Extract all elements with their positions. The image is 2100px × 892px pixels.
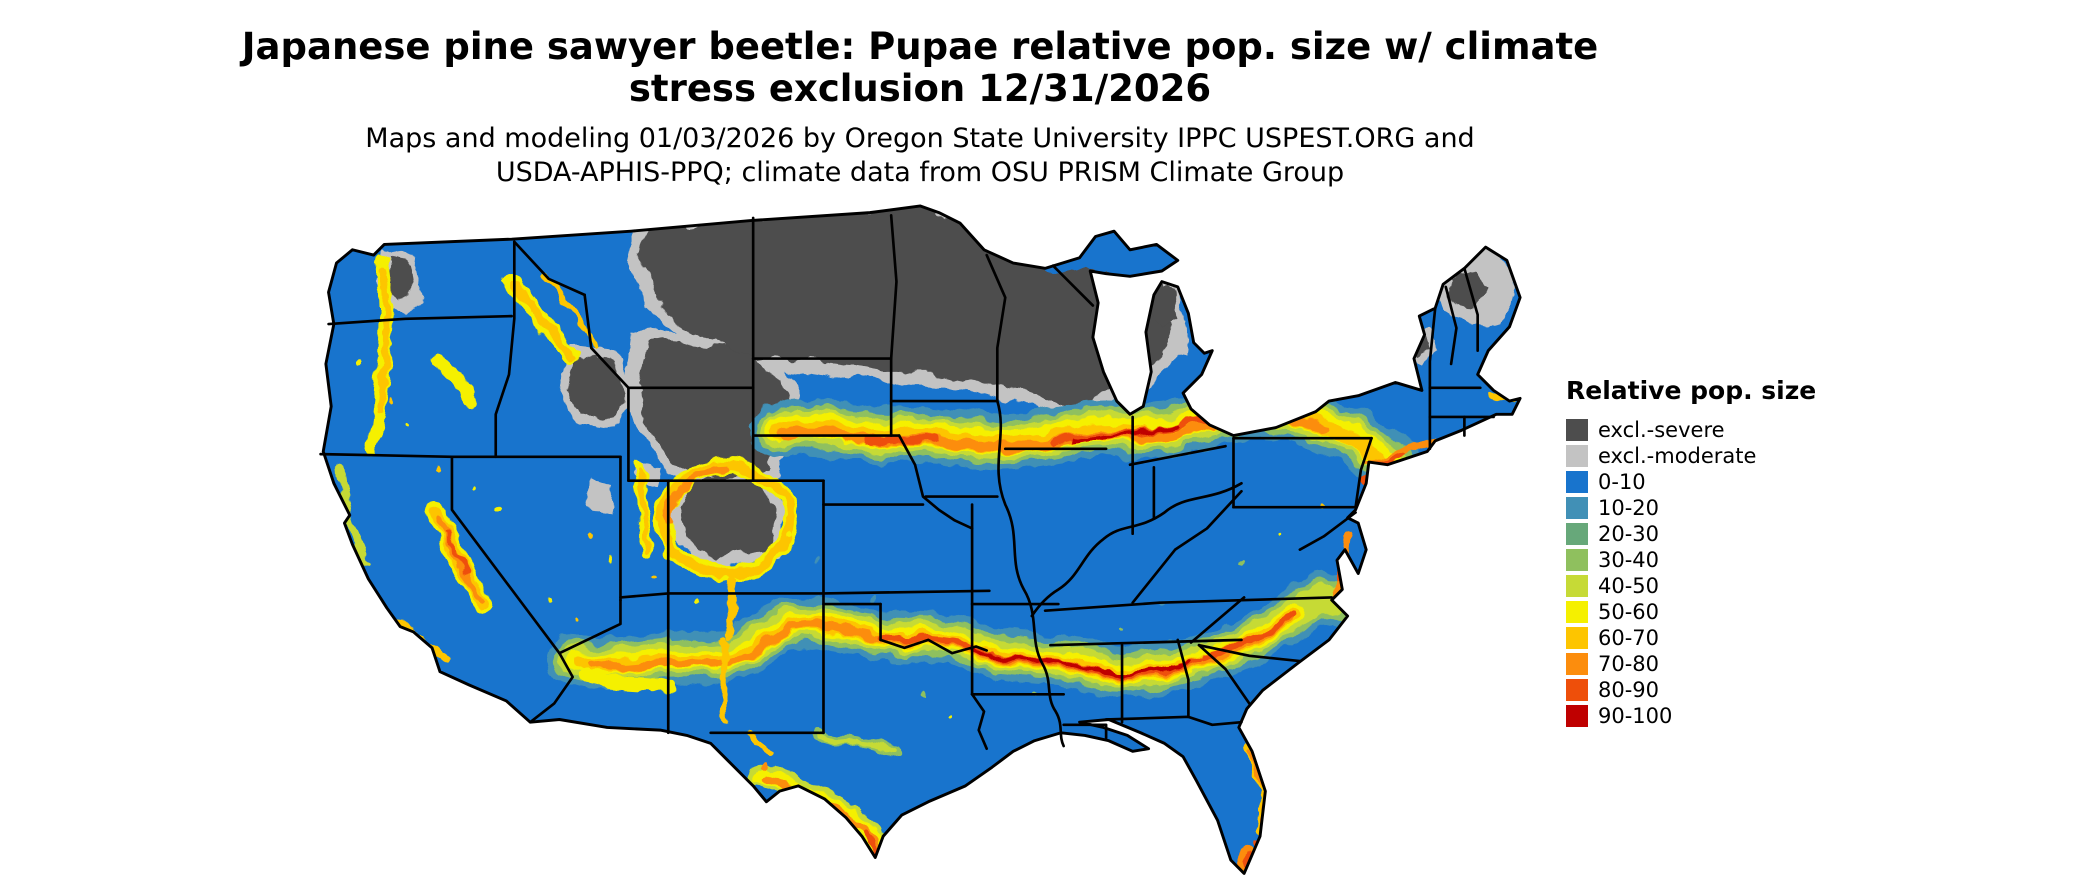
legend-label: 30-40 [1598,548,1660,572]
legend-swatch [1566,497,1588,519]
legend-title: Relative pop. size [1566,376,1817,405]
legend-swatch [1566,575,1588,597]
legend-swatch [1566,549,1588,571]
central-band [749,382,1421,493]
legend-swatch [1566,705,1588,727]
legend-swatch [1566,627,1588,649]
map-subtitle-line2: USDA-APHIS-PPQ; climate data from OSU PR… [495,157,1345,188]
legend-rows: excl.-severe excl.-moderate 0-10 10-20 20-30… [1566,417,1866,729]
legend-swatch [1566,601,1588,623]
legend-swatch [1566,445,1588,467]
legend-label: 20-30 [1598,522,1660,546]
map-raster [323,205,1521,874]
legend-label: 80-90 [1598,678,1660,702]
legend-item: 80-90 [1566,677,1866,703]
legend-item: 40-50 [1566,573,1866,599]
legend-swatch [1566,653,1588,675]
legend-label: excl.-severe [1598,418,1725,442]
map-subtitle-line1: Maps and modeling 01/03/2026 by Oregon S… [365,123,1475,154]
legend-label: 60-70 [1598,626,1660,650]
legend-item: 70-80 [1566,651,1866,677]
us-map [319,204,1522,875]
legend-swatch [1566,679,1588,701]
legend-label: 10-20 [1598,496,1660,520]
legend-label: 40-50 [1598,574,1660,598]
legend-item: 30-40 [1566,547,1866,573]
map-title-line2: stress exclusion 12/31/2026 [628,67,1212,110]
legend-item: 50-60 [1566,599,1866,625]
state-borders [319,213,1495,751]
legend-item: excl.-moderate [1566,443,1866,469]
legend-item: 60-70 [1566,625,1866,651]
western-mountain-bands [335,253,799,723]
map-title-line1: Japanese pine sawyer beetle: Pupae relat… [241,25,1599,68]
legend: Relative pop. size excl.-severe excl.-mod… [1566,376,1866,729]
legend-item: 10-20 [1566,495,1866,521]
legend-label: excl.-moderate [1598,444,1757,468]
map-subtitle: Maps and modeling 01/03/2026 by Oregon S… [0,122,1840,190]
legend-swatch [1566,419,1588,441]
legend-label: 90-100 [1598,704,1673,728]
legend-swatch [1566,471,1588,493]
legend-label: 0-10 [1598,470,1646,494]
legend-item: excl.-severe [1566,417,1866,443]
legend-item: 90-100 [1566,703,1866,729]
legend-label: 70-80 [1598,652,1660,676]
legend-item: 20-30 [1566,521,1866,547]
map-area [308,202,1538,892]
map-title: Japanese pine sawyer beetle: Pupae relat… [0,26,1840,110]
legend-label: 50-60 [1598,600,1660,624]
legend-item: 0-10 [1566,469,1866,495]
legend-swatch [1566,523,1588,545]
